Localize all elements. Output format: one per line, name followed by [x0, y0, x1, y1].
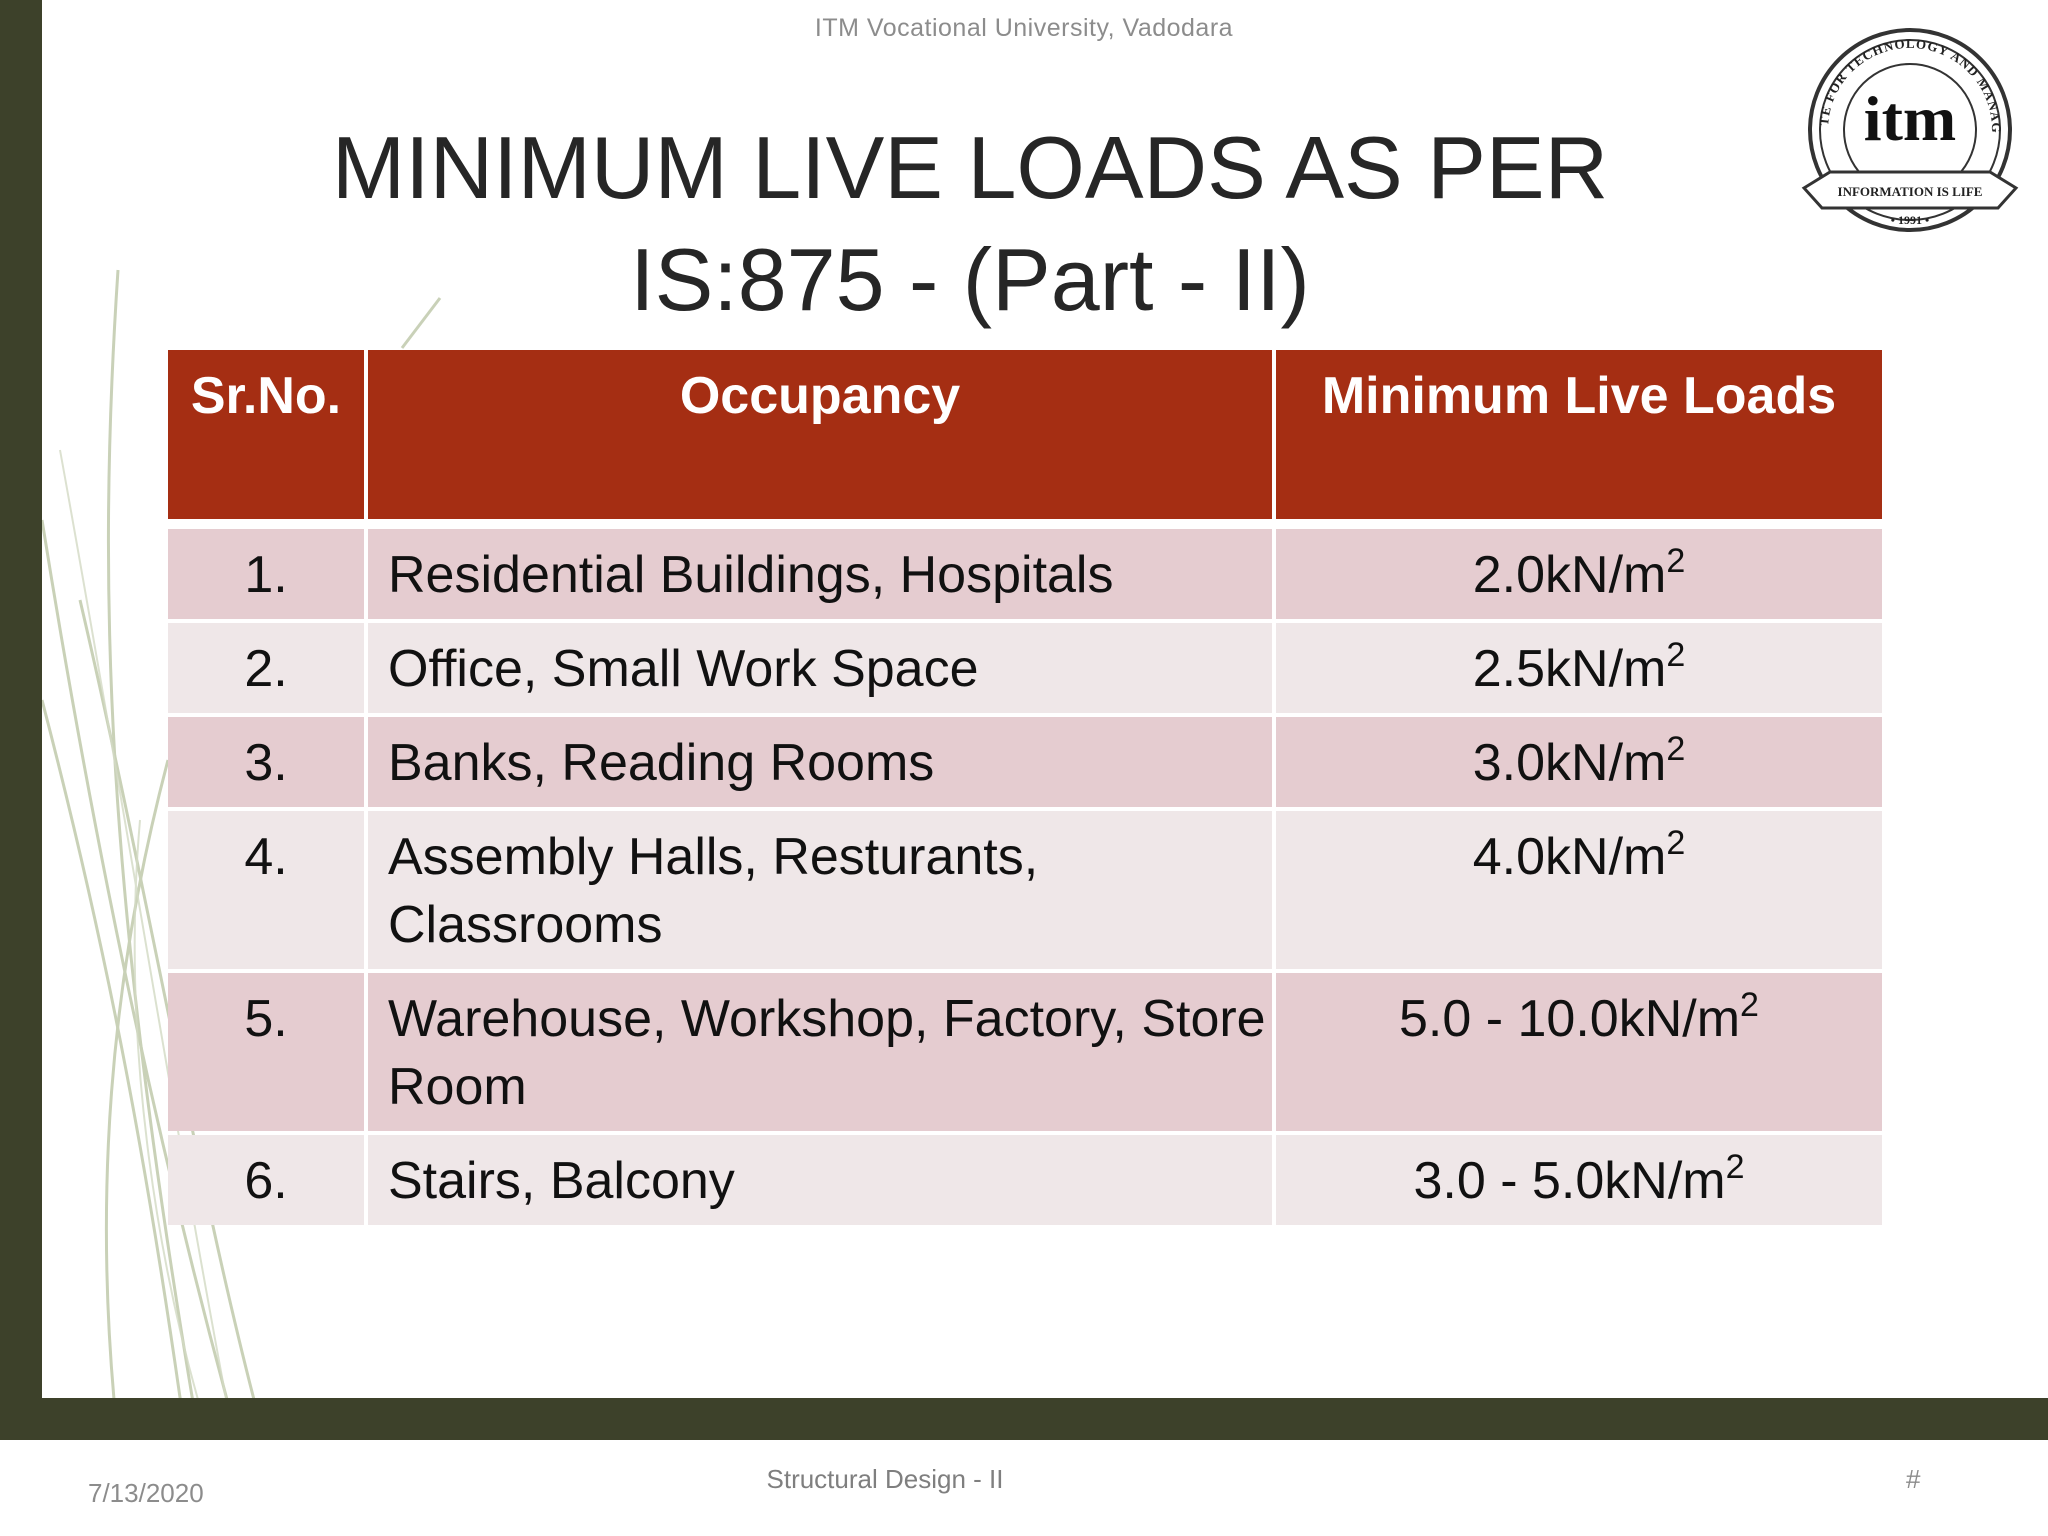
cell-sr-no: 5.	[168, 973, 364, 1131]
cell-occupancy: Stairs, Balcony	[368, 1135, 1272, 1225]
institution-header: ITM Vocational University, Vadodara	[814, 14, 1234, 42]
cell-sr-no: 4.	[168, 811, 364, 969]
cell-occupancy: Warehouse, Workshop, Factory, Store Room	[368, 973, 1272, 1131]
footer-page-number: #	[1906, 1464, 1921, 1494]
footer-area	[0, 1440, 2048, 1536]
cell-occupancy: Office, Small Work Space	[368, 623, 1272, 713]
cell-load: 5.0 - 10.0kN/m2	[1276, 973, 1882, 1131]
cell-occupancy: Banks, Reading Rooms	[368, 717, 1272, 807]
footer-subject: Structural Design - II	[766, 1464, 1004, 1494]
title-line-2: IS:875 - (Part - II)	[630, 230, 1310, 329]
table-row: 5. Warehouse, Workshop, Factory, Store R…	[168, 973, 1882, 1131]
header-occupancy: Occupancy	[368, 350, 1272, 519]
cell-load: 3.0kN/m2	[1276, 717, 1882, 807]
svg-text:• 1991 •: • 1991 •	[1891, 213, 1929, 227]
cell-load: 2.5kN/m2	[1276, 623, 1882, 713]
bottom-frame-band	[0, 1398, 2048, 1440]
itm-logo: INSTITUTE FOR TECHNOLOGY AND MANAGEMENT …	[1790, 12, 2019, 232]
cell-sr-no: 2.	[168, 623, 364, 713]
title-line-1: MINIMUM LIVE LOADS AS PER	[331, 118, 1609, 217]
footer-date: 7/13/2020	[88, 1478, 204, 1508]
live-loads-table: Sr.No. Occupancy Minimum Live Loads 1. R…	[164, 346, 1886, 1229]
header-gap	[168, 523, 1882, 525]
cell-sr-no: 3.	[168, 717, 364, 807]
header-sr-no: Sr.No.	[168, 350, 364, 519]
table-row: 4. Assembly Halls, Resturants, Classroom…	[168, 811, 1882, 969]
table-row: 6. Stairs, Balcony 3.0 - 5.0kN/m2	[168, 1135, 1882, 1225]
svg-text:INFORMATION IS LIFE: INFORMATION IS LIFE	[1838, 184, 1983, 199]
table-row: 2. Office, Small Work Space 2.5kN/m2	[168, 623, 1882, 713]
slide-title: MINIMUM LIVE LOADS AS PER IS:875 - (Part…	[240, 112, 1700, 336]
header-min-live-loads: Minimum Live Loads	[1276, 350, 1882, 519]
cell-occupancy: Assembly Halls, Resturants, Classrooms	[368, 811, 1272, 969]
left-frame-bar	[0, 0, 42, 1440]
cell-sr-no: 6.	[168, 1135, 364, 1225]
cell-load: 4.0kN/m2	[1276, 811, 1882, 969]
svg-text:itm: itm	[1864, 83, 1956, 154]
table-row: 1. Residential Buildings, Hospitals 2.0k…	[168, 529, 1882, 619]
table-header-row: Sr.No. Occupancy Minimum Live Loads	[168, 350, 1882, 519]
live-loads-table-wrap: Sr.No. Occupancy Minimum Live Loads 1. R…	[168, 350, 1886, 1225]
table-row: 3. Banks, Reading Rooms 3.0kN/m2	[168, 717, 1882, 807]
cell-sr-no: 1.	[168, 529, 364, 619]
cell-occupancy: Residential Buildings, Hospitals	[368, 529, 1272, 619]
cell-load: 3.0 - 5.0kN/m2	[1276, 1135, 1882, 1225]
cell-load: 2.0kN/m2	[1276, 529, 1882, 619]
